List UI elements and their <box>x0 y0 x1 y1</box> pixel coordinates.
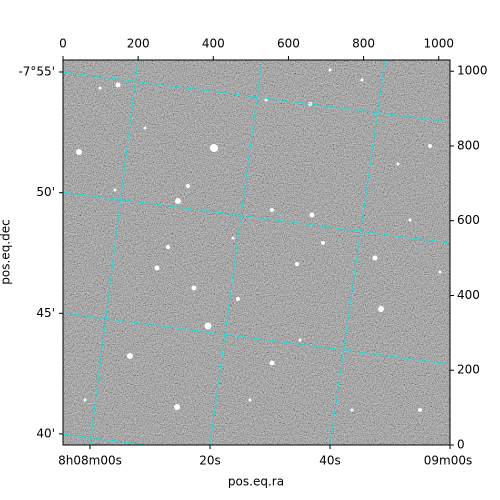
frame <box>62 59 451 446</box>
x-tick-label: 400 <box>202 37 225 51</box>
ra-tick-label: 20s <box>199 454 221 468</box>
y-axis-label: pos.eq.dec <box>0 219 13 284</box>
x-tick-label: 1000 <box>423 37 454 51</box>
y-tick-label: 200 <box>457 363 480 377</box>
sky-image <box>63 60 450 445</box>
coordinate-grid <box>63 60 450 445</box>
x-tick-label: 0 <box>59 37 67 51</box>
x-axis-label: pos.eq.ra <box>228 475 284 489</box>
x-tick-label: 600 <box>277 37 300 51</box>
ra-tick-label: 09m00s <box>424 454 472 468</box>
dec-tick-label: 50' <box>36 185 55 199</box>
dec-tick-label: 45' <box>36 306 55 320</box>
y-tick-label: 400 <box>457 288 480 302</box>
y-tick-label: 0 <box>457 438 465 452</box>
y-tick-label: 1000 <box>457 64 488 78</box>
dec-tick-label: 40' <box>36 426 55 440</box>
y-tick-label: 800 <box>457 138 480 152</box>
y-tick-label: 600 <box>457 213 480 227</box>
ra-tick-label: 40s <box>319 454 341 468</box>
x-tick-label: 800 <box>352 37 375 51</box>
ra-tick-label: 8h08m00s <box>58 454 122 468</box>
dec-tick-label: -7°55' <box>18 65 55 79</box>
x-tick-label: 200 <box>127 37 150 51</box>
